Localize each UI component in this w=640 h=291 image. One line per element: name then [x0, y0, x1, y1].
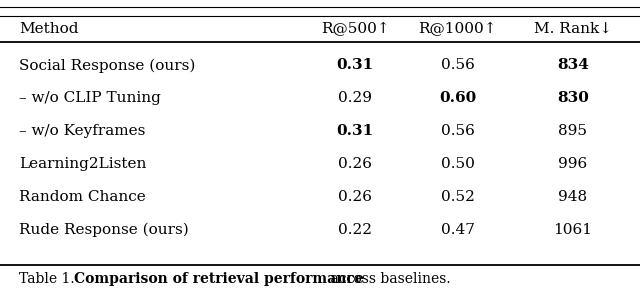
- Text: 0.60: 0.60: [439, 91, 476, 105]
- Text: – w/o CLIP Tuning: – w/o CLIP Tuning: [19, 91, 161, 105]
- Text: M. Rank↓: M. Rank↓: [534, 22, 612, 36]
- Text: 0.52: 0.52: [441, 190, 474, 204]
- Text: Social Response (ours): Social Response (ours): [19, 58, 196, 73]
- Text: 0.26: 0.26: [338, 190, 372, 204]
- Text: Learning2Listen: Learning2Listen: [19, 157, 147, 171]
- Text: R@500↑: R@500↑: [321, 22, 390, 36]
- Text: 0.26: 0.26: [338, 157, 372, 171]
- Text: 948: 948: [558, 190, 588, 204]
- Text: 0.29: 0.29: [338, 91, 372, 105]
- Text: 895: 895: [558, 124, 588, 138]
- Text: 0.31: 0.31: [337, 124, 374, 138]
- Text: across baselines.: across baselines.: [326, 272, 451, 286]
- Text: 0.31: 0.31: [337, 58, 374, 72]
- Text: Method: Method: [19, 22, 79, 36]
- Text: 0.22: 0.22: [338, 223, 372, 237]
- Text: Rude Response (ours): Rude Response (ours): [19, 223, 189, 237]
- Text: 830: 830: [557, 91, 589, 105]
- Text: 1061: 1061: [554, 223, 592, 237]
- Text: 0.47: 0.47: [441, 223, 474, 237]
- Text: 0.50: 0.50: [441, 157, 474, 171]
- Text: – w/o Keyframes: – w/o Keyframes: [19, 124, 145, 138]
- Text: Comparison of retrieval performance: Comparison of retrieval performance: [74, 272, 364, 286]
- Text: 0.56: 0.56: [441, 124, 474, 138]
- Text: Random Chance: Random Chance: [19, 190, 146, 204]
- Text: Table 1.: Table 1.: [19, 272, 75, 286]
- Text: 996: 996: [558, 157, 588, 171]
- Text: 0.56: 0.56: [441, 58, 474, 72]
- Text: 834: 834: [557, 58, 589, 72]
- Text: R@1000↑: R@1000↑: [419, 22, 497, 36]
